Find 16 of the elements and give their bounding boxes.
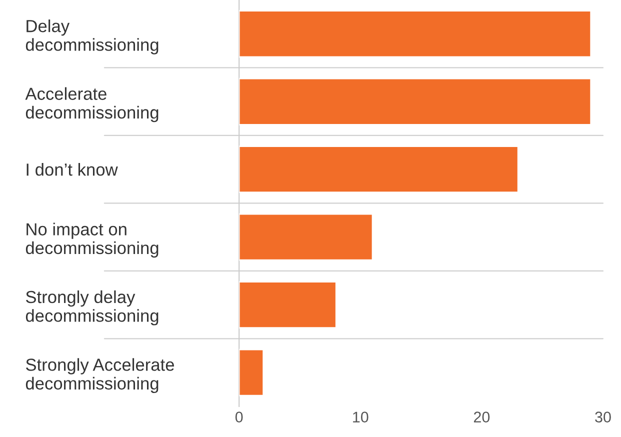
bar xyxy=(239,281,337,329)
x-tick-label: 10 xyxy=(353,412,368,422)
x-tick-label: 0 xyxy=(235,412,243,422)
y-tick-label: I don’t know xyxy=(26,163,118,176)
y-tick-label: Delay decommissioning xyxy=(26,19,158,54)
y-tick-label: Strongly Accelerate decommissioning xyxy=(26,358,174,394)
y-tick-label: Accelerate decommissioning xyxy=(25,87,158,122)
x-tick-label: 30 xyxy=(595,412,611,422)
x-tick-label: 20 xyxy=(474,412,490,422)
bar xyxy=(239,213,374,261)
bar xyxy=(239,348,264,396)
y-tick-label: Strongly delay decommissioning xyxy=(26,290,158,326)
bar xyxy=(239,146,519,194)
bar xyxy=(239,78,592,126)
bar xyxy=(239,10,592,58)
y-tick-label: No impact on decommissioning xyxy=(26,222,158,258)
